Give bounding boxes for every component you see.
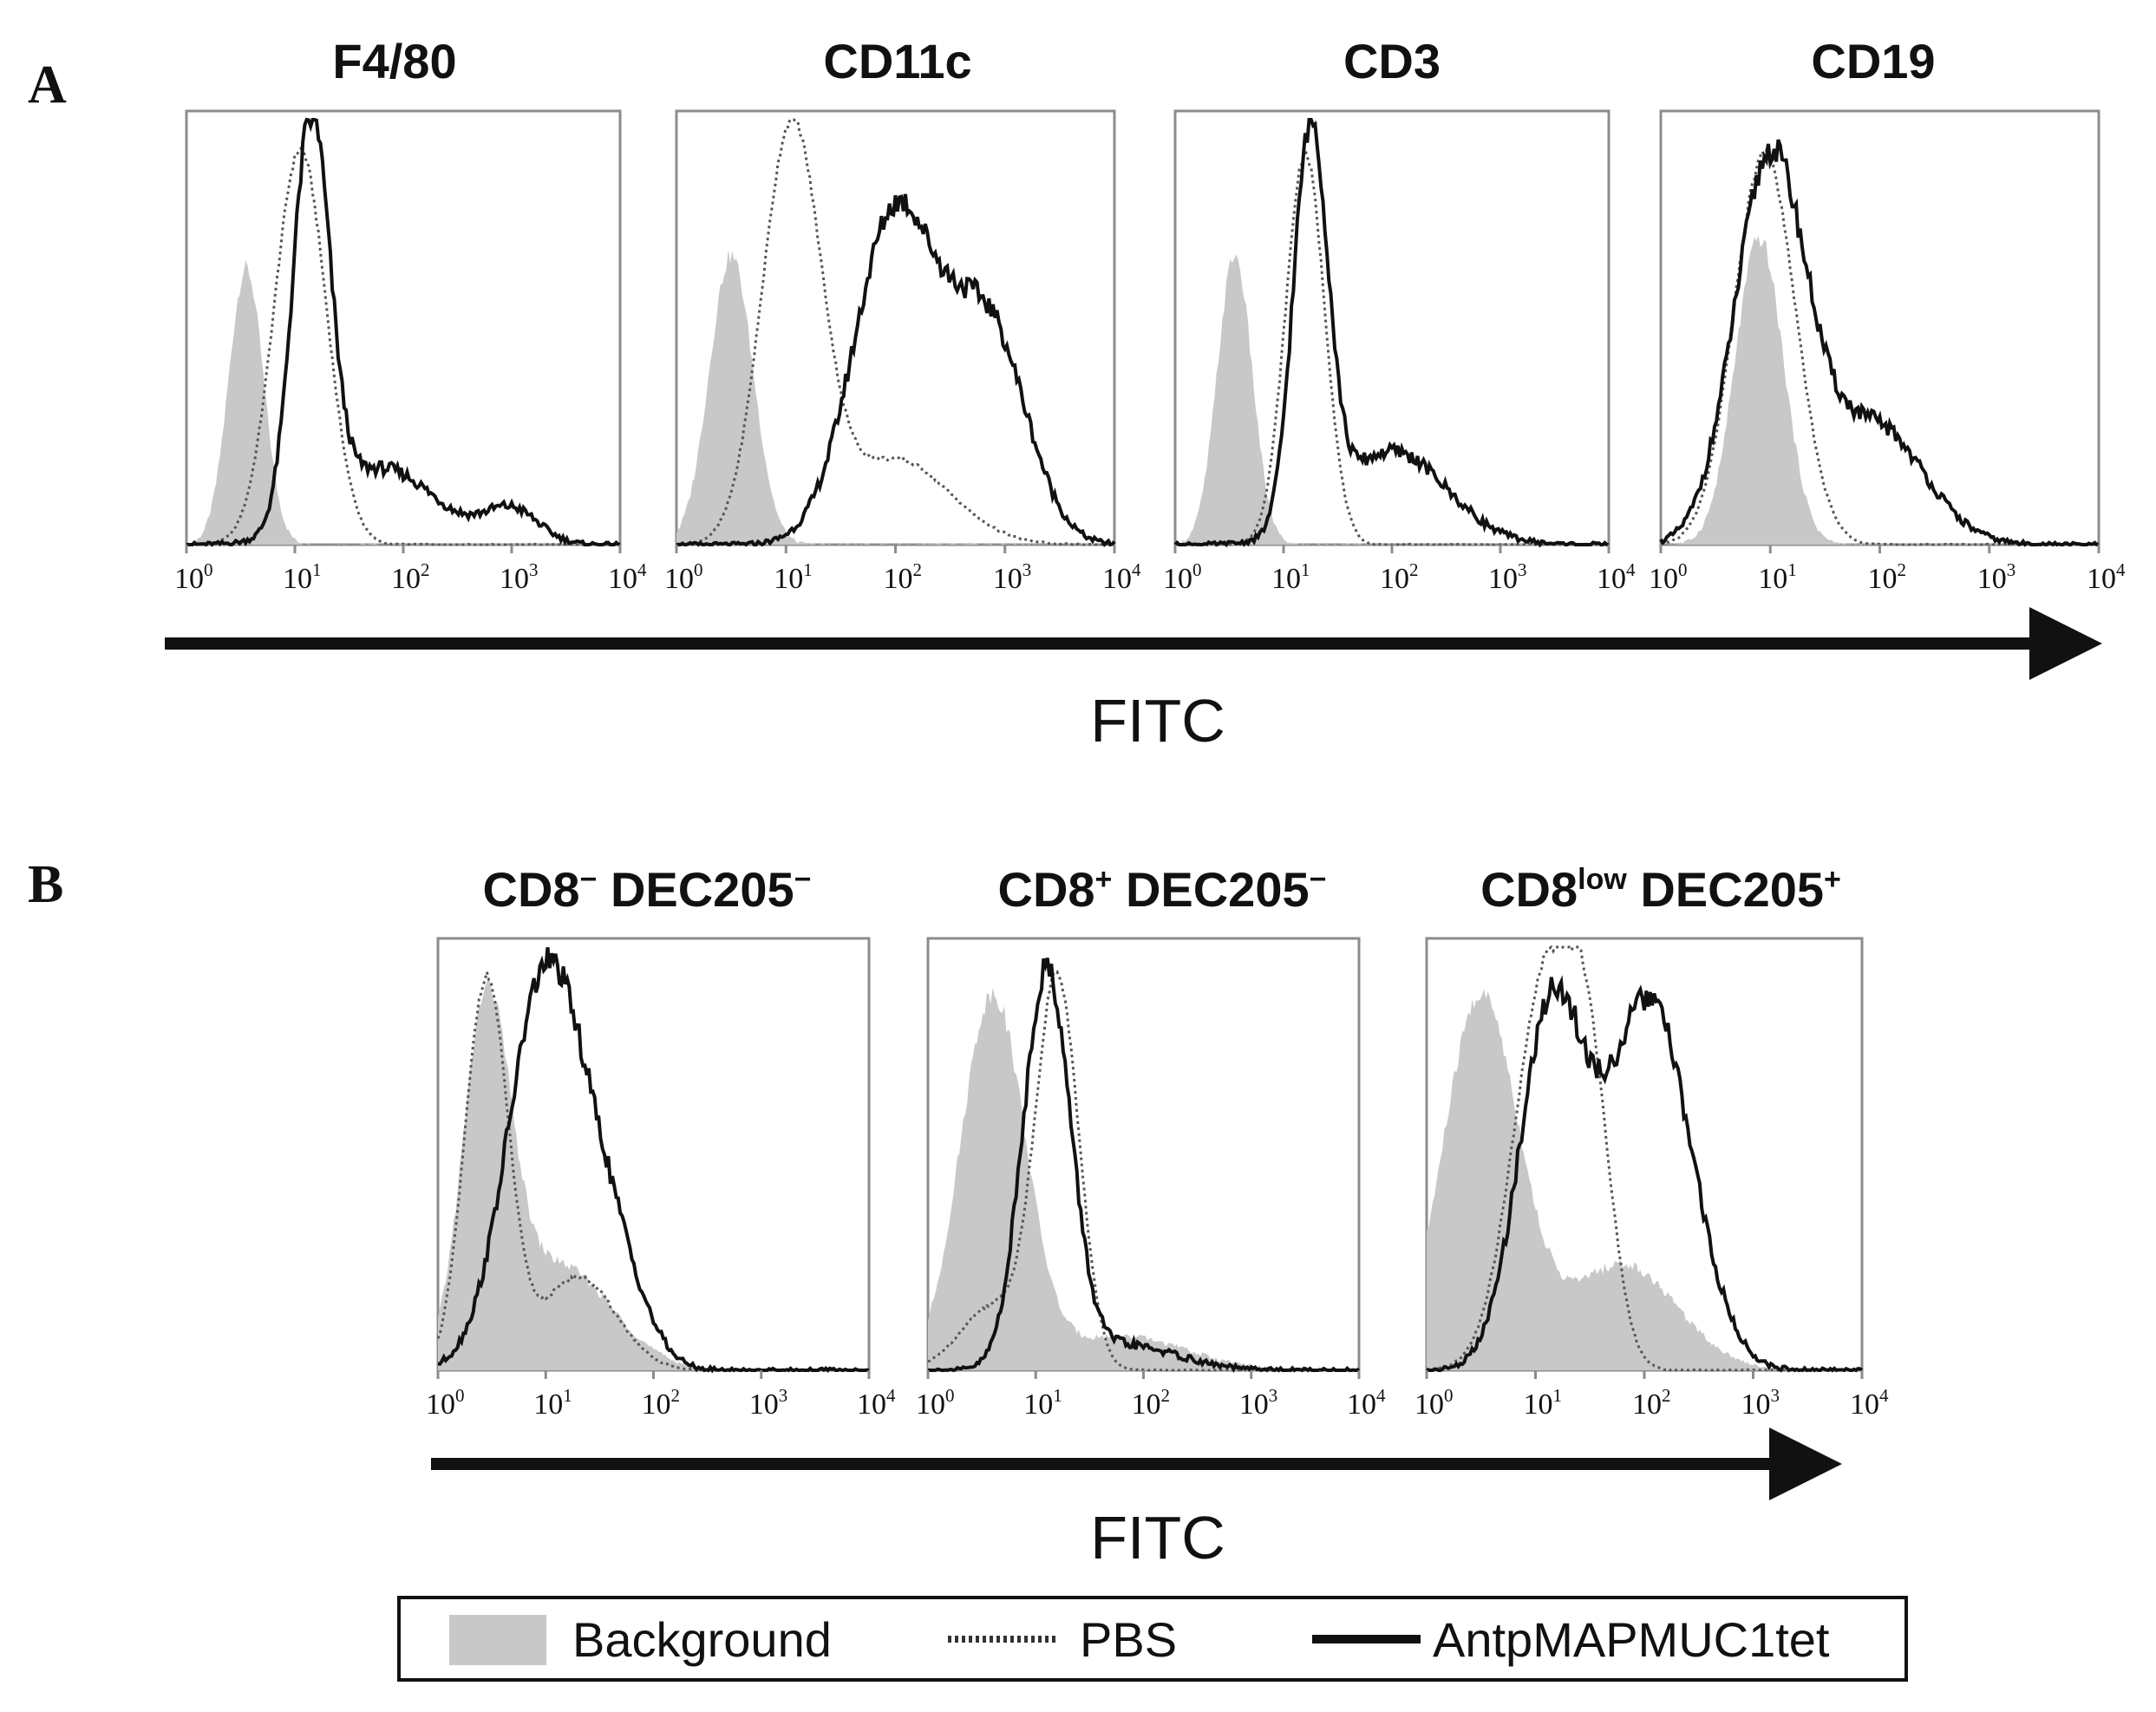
x-tick-label: 103 [1741, 1385, 1780, 1421]
series-background-area [1427, 989, 1862, 1370]
subplot-title-cd11c: CD11c [823, 34, 971, 88]
x-tick-label: 103 [993, 559, 1032, 595]
x-tick-label: 104 [1597, 559, 1636, 595]
series-background-area [1661, 235, 2099, 545]
subplot-title-cd8low-dec205pos: CD8low DEC205+ [1480, 862, 1841, 917]
panel-a-letter: A [28, 56, 67, 114]
series-antp-line [927, 957, 1361, 1374]
series-background-area [438, 976, 869, 1370]
x-tick-label: 100 [1414, 1385, 1454, 1421]
histogram-plots: 100 101 102 103 104 100 101 102 103 104 100 101 102 1… [174, 109, 2126, 1421]
series-antp-line [186, 117, 621, 547]
subplot-title-cd19: CD19 [1811, 34, 1935, 88]
histogram-0-1: 100 101 102 103 104 [664, 109, 1141, 595]
x-tick-label: 100 [1649, 559, 1688, 595]
panel-b-letter: B [28, 855, 63, 914]
x-tick-label: 102 [884, 559, 923, 595]
histogram-0-3: 100 101 102 103 104 [1649, 109, 2126, 595]
legend: Background PBS AntpMAPMUC1tet [397, 1596, 1908, 1682]
series-antp-line [1659, 139, 2100, 547]
series-background-area [928, 988, 1359, 1370]
histogram-1-0: 100 101 102 103 104 [426, 937, 896, 1421]
histogram-0-0: 100 101 102 103 104 [174, 109, 647, 595]
x-tick-label: 102 [1868, 559, 1907, 595]
subplot-title-cd3: CD3 [1343, 34, 1441, 88]
series-antp-line [676, 193, 1116, 547]
x-tick-label: 100 [174, 559, 213, 595]
series-background-area [676, 249, 1114, 545]
x-tick-label: 102 [391, 559, 430, 595]
legend-swatch-background [449, 1615, 546, 1665]
histogram-1-1: 100 101 102 103 104 [916, 937, 1386, 1421]
series-antp-line [437, 947, 870, 1374]
legend-label-antp: AntpMAPMUC1tet [1433, 1612, 1830, 1667]
x-tick-label: 102 [1132, 1385, 1171, 1421]
x-tick-label: 100 [916, 1385, 955, 1421]
x-tick-label: 104 [1850, 1385, 1889, 1421]
x-tick-label: 100 [426, 1385, 465, 1421]
x-tick-label: 104 [1347, 1385, 1386, 1421]
x-tick-label: 104 [608, 559, 647, 595]
x-tick-label: 101 [774, 559, 813, 595]
x-tick-label: 103 [1977, 559, 2016, 595]
x-tick-label: 102 [1380, 559, 1419, 595]
fitc-label-b: FITC [1090, 1504, 1225, 1572]
x-tick-label: 104 [2087, 559, 2126, 595]
x-tick-label: 103 [1239, 1385, 1278, 1421]
x-tick-label: 101 [1023, 1385, 1062, 1421]
x-tick-label: 101 [1271, 559, 1310, 595]
series-background-area [186, 259, 620, 545]
fitc-label-a: FITC [1090, 687, 1225, 755]
x-tick-label: 102 [642, 1385, 681, 1421]
x-tick-label: 104 [1102, 559, 1141, 595]
histogram-0-2: 100 101 102 103 104 [1163, 109, 1636, 595]
x-tick-label: 102 [1632, 1385, 1671, 1421]
series-antp-line [1425, 975, 1864, 1373]
legend-label-pbs: PBS [1080, 1612, 1177, 1667]
x-tick-label: 103 [749, 1385, 788, 1421]
histogram-1-2: 100 101 102 103 104 [1414, 937, 1889, 1421]
x-tick-label: 101 [1524, 1385, 1563, 1421]
series-pbs-line [186, 147, 621, 546]
x-tick-label: 104 [857, 1385, 896, 1421]
x-tick-label: 101 [283, 559, 322, 595]
series-antp-line [1173, 118, 1609, 548]
x-tick-label: 100 [1163, 559, 1202, 595]
legend-label-background: Background [572, 1612, 832, 1667]
subplot-title-cd8pos-dec205neg: CD8+ DEC205− [998, 862, 1327, 917]
x-tick-label: 101 [1758, 559, 1797, 595]
x-tick-label: 103 [1488, 559, 1527, 595]
subplot-title-f480: F4/80 [332, 34, 456, 88]
x-tick-label: 103 [500, 559, 539, 595]
series-background-area [1175, 254, 1609, 545]
x-tick-label: 101 [533, 1385, 572, 1421]
subplot-title-cd8neg-dec205neg: CD8− DEC205− [483, 862, 812, 917]
legend-box [397, 1596, 1908, 1682]
x-tick-label: 100 [664, 559, 703, 595]
